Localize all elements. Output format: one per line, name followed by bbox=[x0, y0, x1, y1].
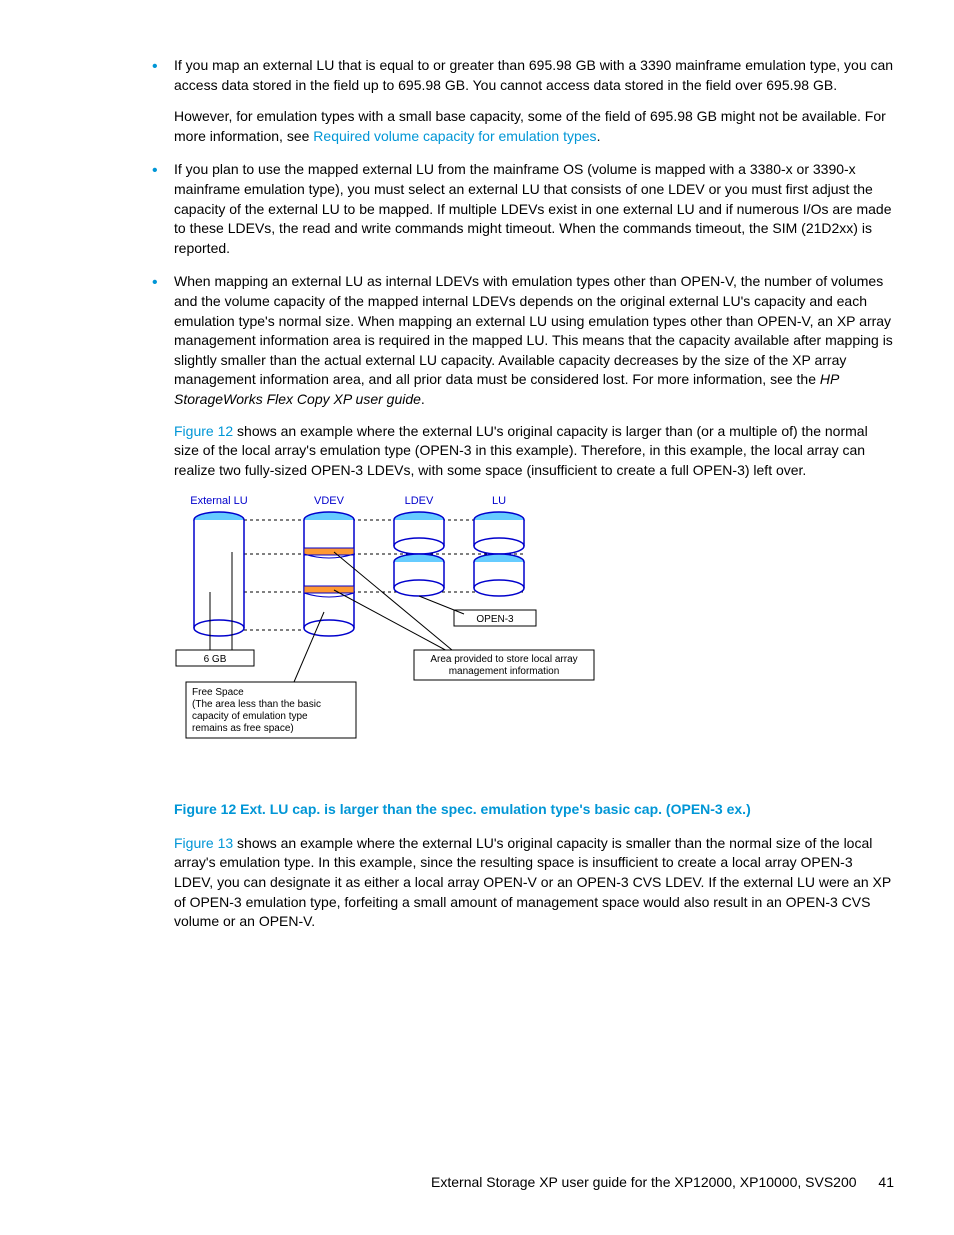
text: shows an example where the external LU's… bbox=[174, 423, 868, 478]
label-external-lu: External LU bbox=[190, 495, 248, 507]
page-number: 41 bbox=[878, 1174, 894, 1190]
bullet-list: If you map an external LU that is equal … bbox=[174, 56, 894, 932]
text: . bbox=[421, 391, 425, 407]
para: Figure 12 shows an example where the ext… bbox=[174, 422, 894, 481]
para: When mapping an external LU as internal … bbox=[174, 272, 894, 409]
text: shows an example where the external LU's… bbox=[174, 835, 891, 929]
text: . bbox=[597, 128, 601, 144]
cylinder-vdev bbox=[304, 512, 354, 636]
bullet-item-2: If you plan to use the mapped external L… bbox=[174, 160, 894, 258]
para: However, for emulation types with a smal… bbox=[174, 107, 894, 146]
page-footer: External Storage XP user guide for the X… bbox=[431, 1173, 894, 1193]
bullet-item-3: When mapping an external LU as internal … bbox=[174, 272, 894, 932]
text: When mapping an external LU as internal … bbox=[174, 273, 893, 387]
label-mgmt1: Area provided to store local array bbox=[430, 654, 577, 665]
diagram-svg: External LU VDEV LDEV LU bbox=[174, 492, 604, 772]
bullet-item-1: If you map an external LU that is equal … bbox=[174, 56, 894, 146]
figure-12-diagram: External LU VDEV LDEV LU bbox=[174, 492, 894, 772]
label-free2: (The area less than the basic bbox=[192, 699, 321, 710]
label-mgmt2: management information bbox=[449, 666, 560, 677]
footer-text: External Storage XP user guide for the X… bbox=[431, 1174, 856, 1190]
leader-line bbox=[419, 596, 464, 614]
label-ldev: LDEV bbox=[405, 495, 434, 507]
para-after-fig: Figure 13 shows an example where the ext… bbox=[174, 834, 894, 932]
para: If you map an external LU that is equal … bbox=[174, 56, 894, 95]
link-figure-13[interactable]: Figure 13 bbox=[174, 835, 233, 851]
label-free4: remains as free space) bbox=[192, 723, 294, 734]
figure-12-caption: Figure 12 Ext. LU cap. is larger than th… bbox=[174, 800, 894, 820]
cylinder-ldev-2 bbox=[394, 554, 444, 596]
label-6gb: 6 GB bbox=[204, 654, 227, 665]
label-free3: capacity of emulation type bbox=[192, 711, 308, 722]
page-content: If you map an external LU that is equal … bbox=[0, 0, 954, 932]
link-figure-12[interactable]: Figure 12 bbox=[174, 423, 233, 439]
label-open3: OPEN-3 bbox=[476, 614, 514, 625]
cylinder-lu-2 bbox=[474, 554, 524, 596]
label-lu: LU bbox=[492, 495, 506, 507]
label-vdev: VDEV bbox=[314, 495, 345, 507]
para: If you plan to use the mapped external L… bbox=[174, 160, 894, 258]
cylinder-lu-1 bbox=[474, 512, 524, 554]
link-emulation-types[interactable]: Required volume capacity for emulation t… bbox=[313, 128, 596, 144]
cylinder-ldev-1 bbox=[394, 512, 444, 554]
label-free1: Free Space bbox=[192, 687, 244, 698]
cylinder-external-lu bbox=[194, 512, 244, 636]
